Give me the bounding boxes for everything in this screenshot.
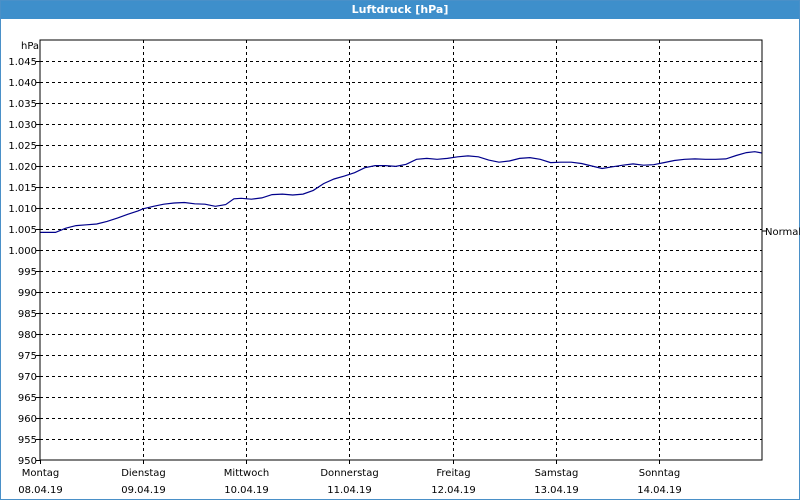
y-tick-label: 955 <box>18 435 37 446</box>
y-tick-label: 1.035 <box>8 99 37 110</box>
y-tick-label: 980 <box>18 330 37 341</box>
x-tick-day: Freitag <box>436 468 470 479</box>
y-tick-label: 1.005 <box>8 225 37 236</box>
x-tick-day: Samstag <box>535 468 579 479</box>
y-tick-label: 1.015 <box>8 183 37 194</box>
series-lines <box>40 151 763 233</box>
y-tick-label: 950 <box>18 456 37 467</box>
y-tick-label: 965 <box>18 393 37 404</box>
x-tick-date: 14.04.19 <box>637 485 682 496</box>
y-tick-label: 960 <box>18 414 37 425</box>
x-tick-day: Montag <box>22 468 59 479</box>
y-tick-label: 970 <box>18 372 37 383</box>
x-tick-date: 10.04.19 <box>224 485 269 496</box>
y-tick-label: 975 <box>18 351 37 362</box>
y-tick-label: 1.025 <box>8 141 37 152</box>
x-tick-date: 13.04.19 <box>534 485 579 496</box>
x-tick-date: 09.04.19 <box>121 485 166 496</box>
y-tick-label: 990 <box>18 288 37 299</box>
y-tick-label: 1.045 <box>8 57 37 68</box>
plot-border <box>39 39 763 461</box>
y-tick-label: 995 <box>18 267 37 278</box>
y-tick-label: 1.040 <box>8 78 37 89</box>
y-axis-ticks: 950 955 960 965 970 975 980 985 990 995 1.000 1.005… <box>8 57 40 467</box>
series-line <box>40 151 763 233</box>
y-tick-label: 1.000 <box>8 246 37 257</box>
window-title: Luftdruck [hPa] <box>1 1 799 19</box>
x-axis-ticks: Montag 08.04.19 Dienstag 09.04.19 Mittwoch 10… <box>18 460 682 496</box>
x-tick-date: 12.04.19 <box>431 485 476 496</box>
y-tick-label: 1.010 <box>8 204 37 215</box>
x-tick-day: Donnerstag <box>320 468 378 479</box>
y-tick-label: 1.020 <box>8 162 37 173</box>
normal-label: Normal <box>765 227 800 238</box>
y-tick-label: 1.030 <box>8 120 37 131</box>
x-tick-date: 08.04.19 <box>18 485 63 496</box>
x-tick-day: Sonntag <box>639 468 681 479</box>
grid-lines <box>40 40 762 460</box>
y-tick-label: 985 <box>18 309 37 320</box>
x-tick-day: Dienstag <box>121 468 166 479</box>
y-axis-label: hPa <box>21 41 39 52</box>
x-tick-date: 11.04.19 <box>327 485 372 496</box>
x-tick-day: Mittwoch <box>224 468 269 479</box>
